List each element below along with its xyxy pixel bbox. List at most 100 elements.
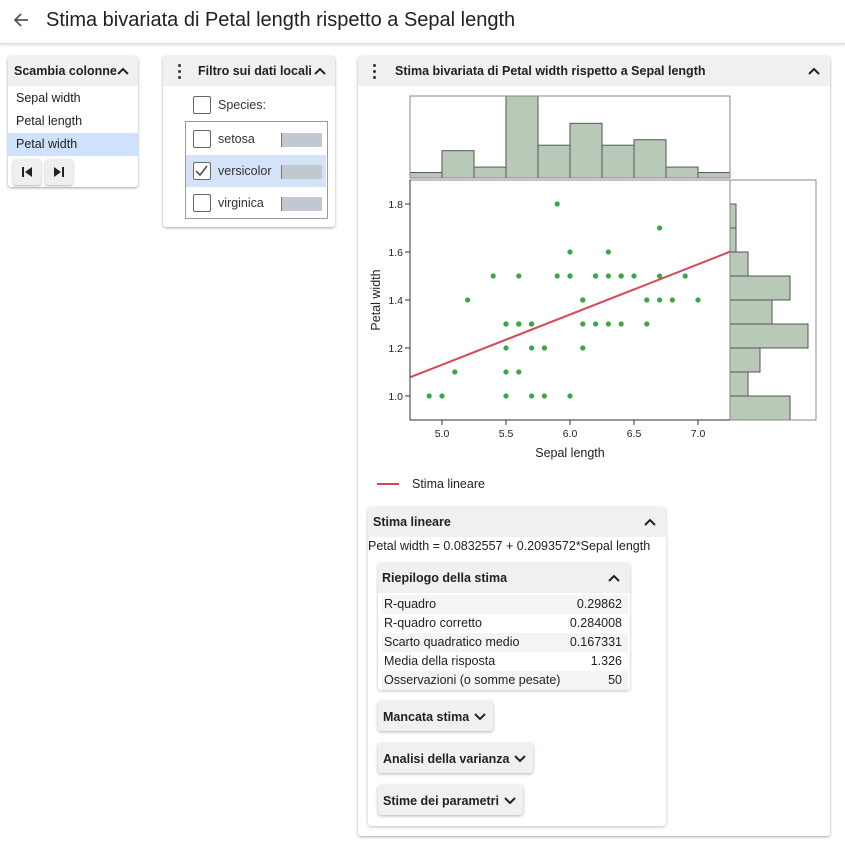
y-histogram-bar <box>729 275 791 301</box>
scatter-point <box>682 273 688 279</box>
x-histogram-frame <box>409 95 731 179</box>
chevron-down-icon <box>474 713 486 721</box>
filter-title: Filtro sui dati locali <box>198 64 312 78</box>
stat-label: Osservazioni (o somme pesate) <box>384 673 561 687</box>
chevron-up-icon[interactable] <box>116 64 130 78</box>
x-tick-label: 5.0 <box>435 428 450 440</box>
report-title: Stima bivariata di Petal width rispetto … <box>395 64 706 78</box>
lack-of-fit-title: Mancata stima <box>383 710 470 724</box>
scatter-point <box>644 297 650 303</box>
species-column-checkbox[interactable] <box>193 96 211 114</box>
chevron-up-icon[interactable] <box>807 64 821 78</box>
y-histogram-bar <box>729 395 791 421</box>
chevron-up-icon[interactable] <box>607 571 621 585</box>
species-level-list: setosa versicolor virginica <box>185 121 328 219</box>
filter-menu-icon[interactable] <box>174 62 184 80</box>
scatter-point <box>516 369 522 375</box>
checkmark-icon <box>195 165 208 177</box>
app-header: Stima bivariata di Petal length rispetto… <box>0 0 845 44</box>
x-tick-label: 7.0 <box>691 428 706 440</box>
species-column-label: Species: <box>218 98 266 112</box>
arrow-left-icon <box>13 13 28 27</box>
x-histogram-bar <box>505 95 539 179</box>
scatter-point <box>529 321 535 327</box>
y-tick-label: 1.4 <box>388 295 403 307</box>
back-button[interactable] <box>8 6 36 34</box>
parameter-estimates-title: Stime dei parametri <box>383 794 500 808</box>
legend-label[interactable]: Stima lineare <box>412 477 485 491</box>
x-histogram-bar <box>569 122 603 179</box>
x-histogram-bar <box>441 150 475 179</box>
x-histogram-bar <box>633 139 667 179</box>
y-histogram-frame <box>729 179 817 421</box>
column-item-petal-width[interactable]: Petal width <box>8 133 138 156</box>
y-histogram-bar <box>729 323 809 349</box>
scatter-point <box>503 345 509 351</box>
table-row: R-quadro 0.29862 <box>382 595 628 614</box>
filter-row-virginica[interactable]: virginica <box>186 187 326 219</box>
report-header[interactable]: Stima bivariata di Petal width rispetto … <box>358 56 830 86</box>
report-menu-icon[interactable] <box>369 62 379 80</box>
lack-of-fit-section[interactable]: Mancata stima <box>378 701 494 731</box>
scatter-point <box>631 273 637 279</box>
y-tick-label: 1.2 <box>388 343 403 355</box>
fit-summary-header[interactable]: Riepilogo della stima <box>378 563 630 593</box>
table-row: R-quadro corretto 0.284008 <box>382 614 628 633</box>
versicolor-checkbox[interactable] <box>193 162 211 180</box>
swap-columns-header[interactable]: Scambia colonne <box>8 56 138 86</box>
anova-title: Analisi della varianza <box>383 752 510 766</box>
stat-value: 50 <box>608 673 622 687</box>
parameter-estimates-section[interactable]: Stime dei parametri <box>378 785 524 815</box>
scatter-point <box>541 345 547 351</box>
virginica-checkbox[interactable] <box>193 194 211 212</box>
column-item-petal-length[interactable]: Petal length <box>16 114 83 128</box>
stat-label: Media della risposta <box>384 654 496 668</box>
linear-fit-header[interactable]: Stima lineare <box>368 507 666 537</box>
y-histogram-bar <box>729 251 749 277</box>
table-row: Scarto quadratico medio 0.167331 <box>382 633 628 652</box>
scatter-point <box>580 297 586 303</box>
column-item-sepal-width[interactable]: Sepal width <box>16 91 81 105</box>
chevron-up-icon[interactable] <box>643 515 657 529</box>
linear-fit-section: Stima lineare Petal width = 0.0832557 + … <box>368 507 666 826</box>
x-tick-label: 5.5 <box>499 428 514 440</box>
stat-value: 0.284008 <box>569 616 622 630</box>
last-column-button[interactable] <box>45 159 73 185</box>
setosa-count-bar <box>281 133 322 147</box>
table-row: Media della risposta 1.326 <box>382 652 628 671</box>
linear-fit-title: Stima lineare <box>373 515 451 529</box>
x-histogram-bar <box>473 166 507 179</box>
swap-columns-title: Scambia colonne <box>14 64 117 78</box>
filter-header[interactable]: Filtro sui dati locali <box>163 56 335 86</box>
scatter-point <box>657 225 663 231</box>
scatter-point <box>529 345 535 351</box>
x-histogram-bar <box>409 172 443 179</box>
y-tick-label: 1.0 <box>388 391 403 403</box>
y-tick-label: 1.8 <box>388 199 403 211</box>
scatter-point <box>490 273 496 279</box>
chevron-up-icon[interactable] <box>313 64 327 78</box>
anova-section[interactable]: Analisi della varianza <box>378 743 534 773</box>
scatter-point <box>593 321 599 327</box>
skip-last-icon <box>54 167 64 177</box>
setosa-checkbox[interactable] <box>193 130 211 148</box>
virginica-count-bar <box>281 197 322 211</box>
scatter-point <box>567 249 573 255</box>
table-row: Osservazioni (o somme pesate) 50 <box>382 671 628 690</box>
first-column-button[interactable] <box>13 159 41 185</box>
scatter-point <box>605 321 611 327</box>
scatter-point <box>554 273 560 279</box>
setosa-label: setosa <box>218 132 255 146</box>
y-histogram-bar <box>729 299 773 325</box>
x-histogram <box>409 95 731 179</box>
filter-row-versicolor[interactable]: versicolor <box>186 155 326 187</box>
filter-row-setosa[interactable]: setosa <box>186 123 326 155</box>
local-data-filter-panel: Filtro sui dati locali Species: setosa v… <box>163 56 335 227</box>
scatter-point <box>554 201 560 207</box>
scatter-point <box>567 393 573 399</box>
stat-label: R-quadro corretto <box>384 616 482 630</box>
page-title: Stima bivariata di Petal length rispetto… <box>46 9 516 31</box>
chevron-down-icon <box>514 755 527 763</box>
scatter-point <box>503 321 509 327</box>
scatter-point <box>503 393 509 399</box>
